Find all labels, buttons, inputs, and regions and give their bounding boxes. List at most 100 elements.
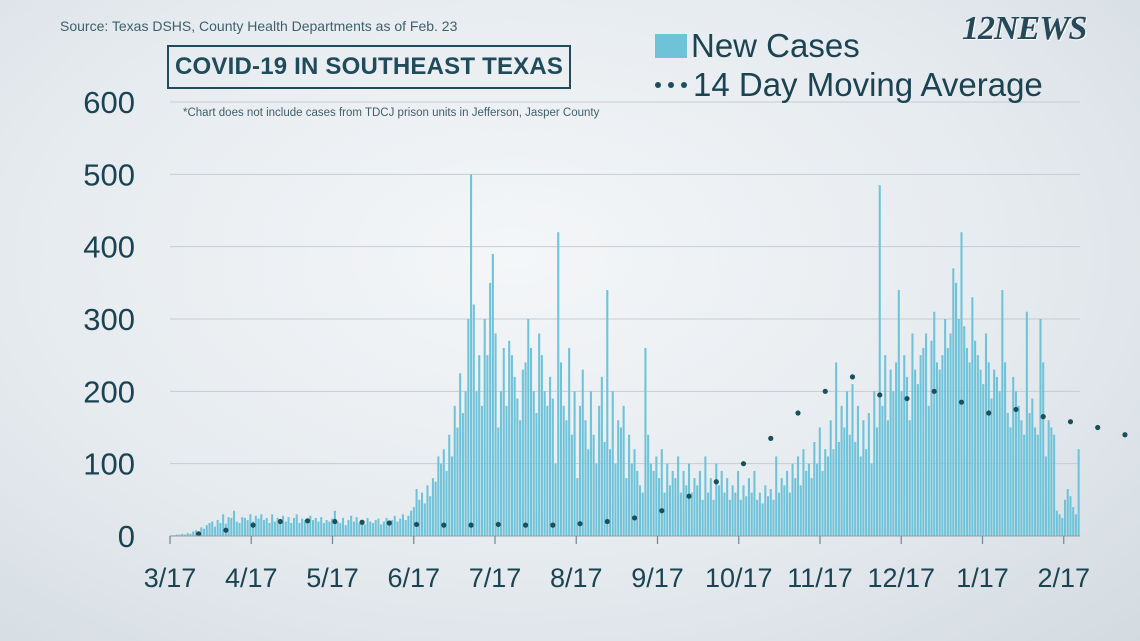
bar bbox=[401, 514, 404, 536]
bar bbox=[993, 369, 996, 536]
bar bbox=[238, 522, 241, 536]
bar bbox=[687, 463, 691, 536]
bar bbox=[622, 405, 625, 536]
bar bbox=[595, 463, 598, 536]
bar bbox=[690, 492, 693, 536]
moving-average-dot bbox=[768, 435, 774, 441]
bar bbox=[652, 470, 655, 536]
bar bbox=[189, 533, 192, 536]
bar bbox=[1004, 362, 1007, 536]
moving-average-dot bbox=[659, 508, 665, 514]
bar bbox=[1028, 413, 1031, 536]
bar bbox=[461, 413, 464, 536]
bar bbox=[222, 514, 225, 536]
bar bbox=[598, 405, 601, 536]
bar bbox=[410, 510, 413, 536]
bar bbox=[1012, 376, 1015, 536]
bar bbox=[682, 470, 685, 536]
bar bbox=[423, 503, 426, 536]
chart-title-text: COVID-19 IN SOUTHEAST TEXAS bbox=[175, 53, 564, 80]
bar bbox=[312, 520, 315, 536]
bar bbox=[737, 470, 740, 536]
moving-average-dot bbox=[713, 479, 719, 485]
bar bbox=[660, 449, 663, 536]
bar bbox=[974, 340, 977, 536]
bar bbox=[747, 478, 751, 536]
bar bbox=[895, 362, 898, 536]
x-tick-label: 2/17 bbox=[1037, 563, 1090, 593]
moving-average-dot bbox=[1122, 432, 1128, 438]
bar bbox=[486, 355, 489, 536]
bar bbox=[227, 517, 230, 536]
bar bbox=[856, 405, 859, 536]
moving-average-dot bbox=[413, 521, 420, 528]
moving-average-dot bbox=[550, 522, 556, 528]
bar bbox=[361, 520, 364, 536]
bar bbox=[1034, 427, 1037, 536]
bar bbox=[1066, 488, 1069, 536]
bar bbox=[298, 522, 301, 536]
bar bbox=[478, 355, 481, 536]
bar bbox=[213, 526, 216, 536]
bar bbox=[203, 528, 206, 536]
bar bbox=[241, 517, 244, 536]
bar bbox=[772, 499, 775, 536]
bar bbox=[644, 347, 647, 536]
bar bbox=[862, 420, 865, 536]
chart-footnote: *Chart does not include cases from TDCJ … bbox=[183, 107, 600, 119]
bar bbox=[600, 376, 603, 536]
bar bbox=[306, 521, 309, 536]
bar bbox=[720, 470, 723, 536]
x-axis-ticks: 3/17 4/17 5/17 6/17 7/17 8/17 9/17 10/17 11/17 12… bbox=[144, 535, 1090, 593]
chart-title: COVID-19 IN SOUTHEAST TEXAS bbox=[167, 45, 572, 89]
bar bbox=[875, 427, 879, 536]
bar bbox=[995, 376, 998, 536]
bar bbox=[374, 520, 377, 536]
bar bbox=[636, 470, 639, 536]
bar bbox=[867, 413, 870, 536]
bar bbox=[780, 478, 783, 536]
bar bbox=[709, 478, 712, 536]
bar bbox=[570, 434, 573, 536]
bar bbox=[527, 319, 530, 536]
bar bbox=[767, 496, 770, 536]
bar bbox=[900, 391, 903, 536]
bar bbox=[807, 463, 810, 536]
bar bbox=[369, 521, 372, 536]
bar bbox=[1009, 427, 1012, 536]
bar bbox=[363, 524, 366, 536]
bar bbox=[303, 520, 306, 536]
bar bbox=[292, 517, 296, 536]
bar bbox=[211, 521, 214, 536]
bar bbox=[796, 456, 800, 536]
bar bbox=[230, 517, 233, 536]
bar bbox=[903, 355, 906, 536]
bar bbox=[826, 456, 830, 536]
bar bbox=[538, 333, 541, 536]
bar bbox=[976, 355, 979, 536]
bar bbox=[1023, 434, 1026, 536]
bar bbox=[426, 485, 429, 536]
bar bbox=[843, 427, 846, 536]
bar bbox=[630, 463, 633, 536]
bar bbox=[268, 522, 271, 536]
bar bbox=[418, 499, 421, 536]
bar bbox=[957, 319, 960, 536]
bar bbox=[450, 456, 454, 536]
bar bbox=[175, 534, 178, 536]
bar bbox=[701, 499, 704, 536]
bar bbox=[271, 514, 274, 536]
bar bbox=[557, 232, 560, 536]
moving-average-dot bbox=[577, 521, 583, 527]
bar bbox=[243, 517, 246, 536]
moving-average-dot bbox=[196, 531, 202, 537]
bar bbox=[508, 340, 511, 536]
bar bbox=[385, 517, 388, 536]
bar bbox=[434, 481, 437, 536]
bar bbox=[603, 441, 606, 536]
bar bbox=[851, 384, 854, 536]
bar bbox=[480, 405, 483, 536]
x-tick-label: 11/17 bbox=[787, 563, 853, 593]
bar bbox=[559, 362, 563, 536]
bar bbox=[927, 405, 930, 536]
